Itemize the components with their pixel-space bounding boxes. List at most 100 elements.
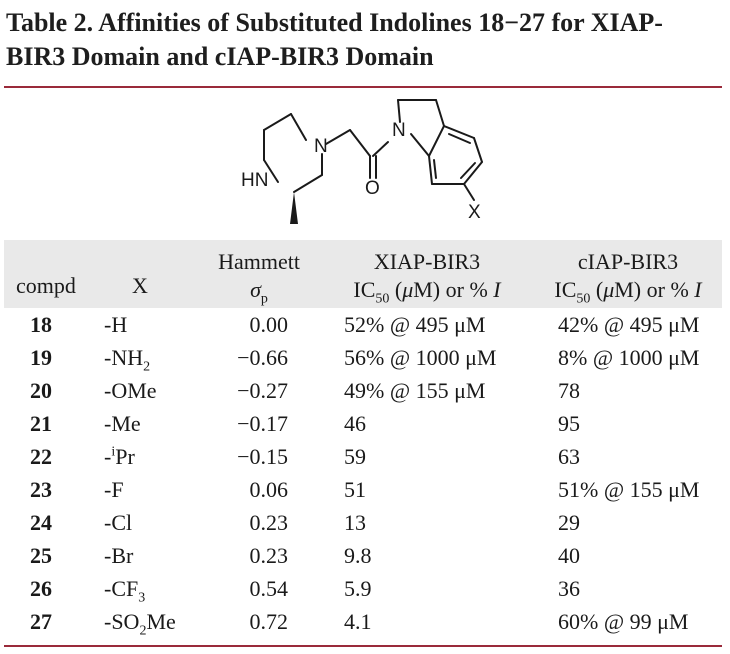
header-ciap: cIAP-BIR3 IC50 (μM) or % I — [534, 248, 722, 307]
cell-x: -SO2Me — [104, 605, 204, 638]
x-main: -SO — [104, 609, 140, 634]
header-ciap-mid: ( — [590, 277, 604, 302]
x-sub: 3 — [138, 590, 146, 606]
cell-x: -CF3 — [104, 572, 204, 605]
x-sup: i — [111, 444, 116, 460]
bond — [443, 125, 475, 139]
table-row: 25 -Br 0.23 9.8 40 — [4, 539, 722, 572]
cell-ciap: 29 — [558, 510, 580, 535]
cell-compd: 25 — [30, 543, 52, 568]
table-row: 19 -NH2 −0.66 56% @ 1000 μM 8% @ 1000 μM — [4, 341, 722, 374]
cell-hammett: 0.23 — [249, 543, 289, 568]
bond — [372, 141, 389, 157]
cell-hammett: 0.00 — [249, 312, 289, 337]
bond — [349, 129, 371, 157]
table-row: 23 -F 0.06 51 51% @ 155 μM — [4, 473, 722, 506]
x-main: -CF — [104, 576, 139, 601]
cell-compd: 24 — [30, 510, 52, 535]
cell-hammett: 0.06 — [249, 477, 289, 502]
cell-xiap: 46 — [344, 411, 366, 436]
cell-compd: 26 — [30, 576, 52, 601]
cell-hammett: 0.72 — [249, 609, 289, 634]
cell-compd: 22 — [30, 444, 52, 469]
table-row: 22 -iPr −0.15 59 63 — [4, 440, 722, 473]
header-xiap-sub: 50 — [375, 291, 390, 307]
x-sub: 2 — [139, 623, 147, 639]
cell-ciap: 51% @ 155 μM — [558, 477, 700, 502]
header-hammett-title: Hammett — [218, 249, 300, 274]
cell-x: -iPr — [104, 440, 204, 473]
header-ciap-sub: 50 — [576, 291, 591, 307]
table-row: 21 -Me −0.17 46 95 — [4, 407, 722, 440]
bond — [435, 99, 445, 127]
bond — [463, 183, 475, 201]
header-hammett-sub: p — [260, 291, 268, 307]
cell-ciap: 95 — [558, 411, 580, 436]
cell-compd: 19 — [30, 345, 52, 370]
cell-xiap: 5.9 — [344, 576, 372, 601]
cell-x: -Me — [104, 407, 204, 440]
cell-ciap: 42% @ 495 μM — [558, 312, 700, 337]
table-row: 24 -Cl 0.23 13 29 — [4, 506, 722, 539]
bond — [410, 133, 430, 157]
header-x: X — [132, 273, 148, 298]
cell-hammett: 0.23 — [249, 510, 289, 535]
x-main: -Cl — [104, 510, 133, 535]
cell-x: -Br — [104, 539, 204, 572]
header-compd: compd — [16, 273, 76, 298]
bond — [428, 125, 445, 157]
atom-label-hn: HN — [241, 170, 268, 191]
title-rule — [4, 86, 722, 88]
header-ciap-tail: M) or % — [614, 277, 695, 302]
aromatic-bond — [460, 162, 476, 179]
header-hammett-sigma: σ — [250, 277, 261, 302]
bond — [325, 129, 351, 145]
cell-compd: 21 — [30, 411, 52, 436]
cell-hammett: −0.27 — [237, 378, 288, 403]
header-ciap-mu: μ — [603, 277, 615, 302]
cell-hammett: −0.15 — [237, 444, 288, 469]
x-main: -F — [104, 477, 124, 502]
cell-x: -F — [104, 473, 204, 506]
x-main: -OMe — [104, 378, 157, 403]
atom-label-n: N — [314, 136, 328, 157]
table-header: compd X Hammett σp XIAP-BIR3 IC50 (μM) o… — [4, 240, 722, 308]
cell-xiap: 52% @ 495 μM — [344, 312, 486, 337]
header-ciap-ic: IC — [554, 277, 577, 302]
cell-compd: 18 — [30, 312, 52, 337]
cell-xiap: 9.8 — [344, 543, 372, 568]
cell-ciap: 78 — [558, 378, 580, 403]
header-hammett: Hammett σp — [204, 248, 314, 307]
bond — [263, 159, 279, 183]
cell-x: -NH2 — [104, 341, 204, 374]
header-xiap-title: XIAP-BIR3 — [373, 249, 481, 274]
bond — [293, 174, 323, 193]
cell-xiap: 4.1 — [344, 609, 372, 634]
header-xiap-mid: ( — [389, 277, 403, 302]
cell-xiap: 56% @ 1000 μM — [344, 345, 497, 370]
bond — [428, 155, 433, 185]
x-sub: 2 — [143, 359, 151, 375]
table-row: 20 -OMe −0.27 49% @ 155 μM 78 — [4, 374, 722, 407]
cell-xiap: 13 — [344, 510, 366, 535]
cell-ciap: 36 — [558, 576, 580, 601]
cell-ciap: 8% @ 1000 μM — [558, 345, 700, 370]
bond — [463, 161, 483, 185]
x-main: - — [104, 444, 112, 469]
cell-ciap: 63 — [558, 444, 580, 469]
atom-label-n: N — [392, 120, 406, 141]
cell-hammett: −0.17 — [237, 411, 288, 436]
aromatic-bond — [433, 159, 437, 179]
x-main: -H — [104, 312, 128, 337]
cell-xiap: 51 — [344, 477, 366, 502]
x-main: -Me — [104, 411, 141, 436]
cell-ciap: 60% @ 99 μM — [558, 609, 689, 634]
cell-hammett: −0.66 — [237, 345, 288, 370]
cell-xiap: 59 — [344, 444, 366, 469]
bond — [473, 137, 483, 163]
aromatic-bond — [448, 133, 471, 144]
table-row: 18 -H 0.00 52% @ 495 μM 42% @ 495 μM — [4, 308, 722, 341]
cell-xiap: 49% @ 155 μM — [344, 378, 486, 403]
bond — [263, 113, 292, 131]
cell-x: -Cl — [104, 506, 204, 539]
